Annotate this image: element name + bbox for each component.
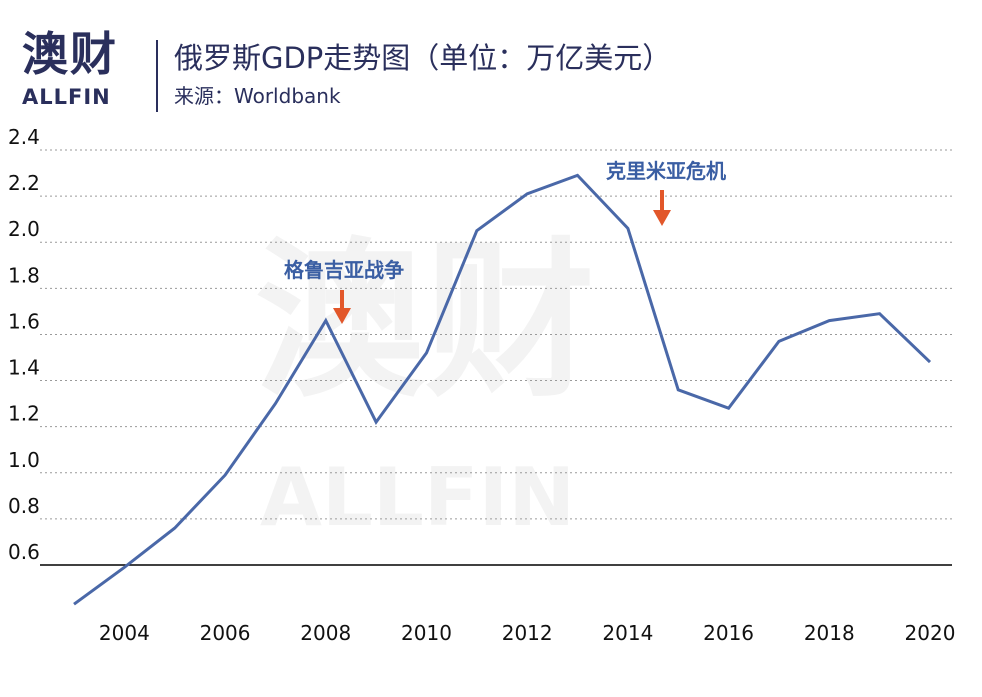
logo-cn-text: 澳财 [22,27,118,81]
watermark: 澳财 ALLFIN [255,223,595,544]
x-tick-label: 2014 [602,621,653,645]
y-tick-label: 2.2 [8,171,40,195]
annotation-label: 格鲁吉亚战争 [284,258,404,282]
watermark-cn: 澳财 [255,223,595,421]
x-tick-label: 2018 [804,621,855,645]
down-arrow-icon [333,308,351,324]
header-divider [156,40,158,112]
y-tick-label: 1.4 [8,356,40,380]
y-tick-label: 2.0 [8,217,40,241]
y-tick-label: 1.0 [8,448,40,472]
y-tick-label: 0.6 [8,540,40,564]
x-tick-label: 2004 [99,621,150,645]
annotation: 格鲁吉亚战争 [284,258,404,324]
y-tick-label: 1.6 [8,309,40,333]
y-tick-label: 2.4 [8,125,40,149]
series-group [73,173,932,606]
x-tick-label: 2016 [703,621,754,645]
grid-lines [40,149,952,566]
x-tick-label: 2012 [502,621,553,645]
annotation-arrow-shaft [660,190,664,212]
gdp-series-line [73,173,932,606]
logo-en-text: ALLFIN [22,85,111,109]
chart-source: 来源：Worldbank [174,84,341,108]
down-arrow-icon [653,210,671,226]
annotations: 格鲁吉亚战争 克里米亚危机 [284,159,726,324]
x-tick-label: 2020 [905,621,956,645]
annotation-label: 克里米亚危机 [606,159,726,183]
x-tick-label: 2010 [401,621,452,645]
y-tick-label: 0.8 [8,494,40,518]
watermark-en: ALLFIN [260,451,575,544]
y-tick-label: 1.2 [8,402,40,426]
annotation: 克里米亚危机 [606,159,726,226]
y-tick-label: 1.8 [8,263,40,287]
allfin-logo: 澳财 ALLFIN [22,28,140,114]
annotation-arrow-shaft [340,290,344,310]
x-tick-label: 2008 [300,621,351,645]
y-axis-ticks: 0.6 0.8 1.0 1.2 1.4 1.6 1.8 2.0 2.2 2.4 [8,125,40,564]
x-axis-ticks: 2004 2006 2008 2010 2012 2014 2016 2018 2020 [99,621,956,645]
x-tick-label: 2006 [200,621,251,645]
chart-title: 俄罗斯GDP走势图（单位：万亿美元） [174,41,672,75]
